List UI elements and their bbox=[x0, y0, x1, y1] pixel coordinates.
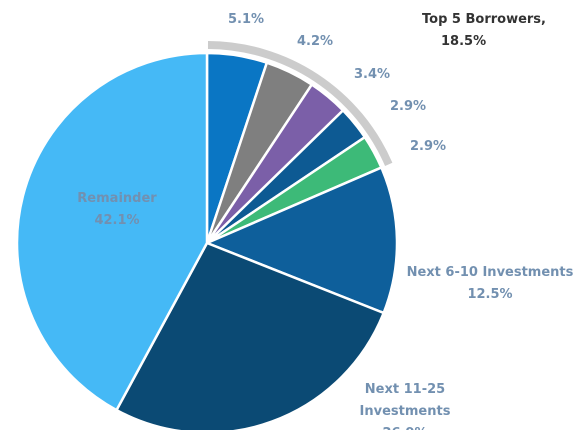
value-label: 4.2% bbox=[296, 34, 334, 49]
slice-label: Next 6-10 Investments 12.5% bbox=[390, 262, 585, 306]
slice-label: Remainder 42.1% bbox=[62, 188, 172, 232]
pie-slice bbox=[203, 165, 399, 315]
group-bracket bbox=[207, 41, 393, 166]
category-label: Next 11-25 Investments bbox=[359, 382, 451, 419]
slice-label: 3.4% bbox=[342, 64, 402, 86]
group-value: 18.5% bbox=[441, 34, 487, 49]
value-label: 2.9% bbox=[389, 99, 427, 114]
slice-label: 2.9% bbox=[398, 136, 458, 158]
category-label: Remainder bbox=[77, 191, 157, 206]
group-label: Top 5 Borrowers, 18.5% bbox=[399, 9, 569, 53]
value-label: 42.1% bbox=[94, 213, 140, 228]
group-name: Top 5 Borrowers, bbox=[422, 12, 546, 27]
pie-slice bbox=[15, 51, 209, 412]
value-label: 3.4% bbox=[353, 67, 391, 82]
slice-label: Next 11-25 Investments 26.9% bbox=[350, 379, 460, 430]
value-label: 26.9% bbox=[350, 423, 460, 430]
value-label: 12.5% bbox=[467, 287, 513, 302]
slice-label: 4.2% bbox=[285, 31, 345, 53]
slice-label: 5.1% bbox=[216, 9, 276, 31]
slice-label: 2.9% bbox=[378, 96, 438, 118]
pie-slice bbox=[114, 241, 386, 430]
value-label: 5.1% bbox=[227, 12, 265, 27]
category-label: Next 6-10 Investments bbox=[406, 265, 574, 280]
value-label: 2.9% bbox=[409, 139, 447, 154]
